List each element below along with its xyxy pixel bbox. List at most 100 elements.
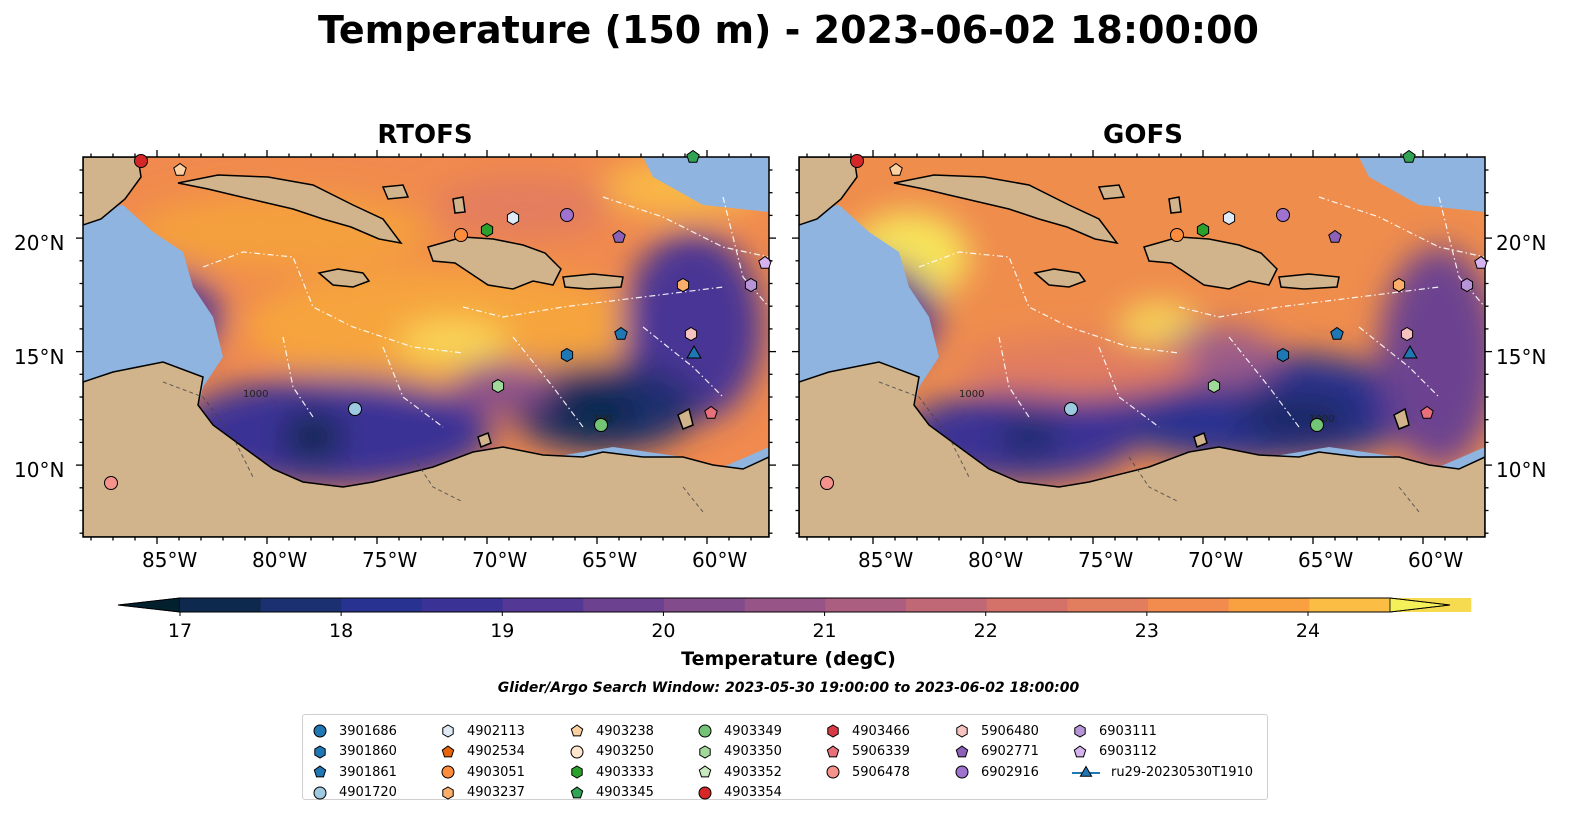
legend-item: 6903111 <box>1071 721 1253 742</box>
x-tick-gofs: 75°W <box>1078 548 1134 572</box>
map-panels: 1000 100 <box>76 149 1492 544</box>
x-tick-gofs: 65°W <box>1298 548 1354 572</box>
float-marker-4902113 <box>506 210 520 226</box>
legend-label: 4901720 <box>339 785 397 801</box>
legend-marker <box>955 745 969 758</box>
colorbar-tick-label: 20 <box>651 620 675 642</box>
legend-marker <box>314 745 326 759</box>
legend-label: ru29-20230530T1910 <box>1111 764 1254 780</box>
y-tick-right: 20°N <box>1496 231 1547 255</box>
colorbar-segment <box>744 598 826 612</box>
legend-marker-icon <box>1074 724 1086 738</box>
legend-item: 3901860 <box>311 742 397 763</box>
float-marker-6902771 <box>612 229 626 243</box>
colorbar-segment <box>260 598 342 612</box>
legend-column: 5906480 6902771 6902916 <box>953 721 1039 783</box>
legend-item: 4903466 <box>824 721 910 742</box>
float-marker-6903111 <box>1460 277 1474 293</box>
legend-label: 3901686 <box>339 723 397 739</box>
colorbar-segment <box>825 598 907 612</box>
legend-item: 4903349 <box>696 721 782 742</box>
float-marker-3901860 <box>1276 347 1290 363</box>
legend-marker-icon <box>827 724 839 738</box>
legend-label: 5906339 <box>852 744 910 760</box>
legend-marker <box>827 724 839 738</box>
colorbar-segment <box>502 598 584 612</box>
legend-item: 4902534 <box>439 742 525 763</box>
legend-label: 4903352 <box>724 764 782 780</box>
colorbar-segment <box>422 598 504 612</box>
float-marker-4903350 <box>1207 378 1221 394</box>
legend-item: 6903112 <box>1071 742 1253 763</box>
float-marker-4903333 <box>480 222 494 238</box>
legend-label: 5906478 <box>852 764 910 780</box>
float-marker-ru29-20230530T1910 <box>686 344 702 359</box>
legend-label: 6903112 <box>1099 744 1157 760</box>
float-marker-6902916 <box>1276 208 1290 222</box>
float-marker-4901720 <box>348 402 362 416</box>
legend-column: 4903238 4903250 4903333 4903345 <box>568 721 654 803</box>
legend-marker-icon <box>698 724 712 738</box>
legend-item: ru29-20230530T1910 <box>1071 762 1253 783</box>
colorbar-segment <box>583 598 665 612</box>
legend-marker <box>313 786 327 800</box>
legend-item: 5906339 <box>824 742 910 763</box>
legend-marker-icon <box>442 786 454 800</box>
legend-column: 3901686 3901860 3901861 4901720 <box>311 721 397 803</box>
x-tick-rtofs: 80°W <box>252 548 308 572</box>
legend-marker-icon <box>571 765 583 779</box>
legend-label: 4903238 <box>596 723 654 739</box>
colorbar-tick-label: 23 <box>1135 620 1159 642</box>
x-tick-gofs: 60°W <box>1408 548 1464 572</box>
axis-ticks <box>76 150 1492 544</box>
legend-marker <box>955 765 969 779</box>
legend-item: 4903352 <box>696 762 782 783</box>
legend-item: 3901861 <box>311 762 397 783</box>
map-panel-rtofs: 1000 100 <box>82 149 772 538</box>
legend-column: 6903111 6903112 ru29-20230530T1910 <box>1071 721 1253 783</box>
legend-marker <box>570 786 584 799</box>
colorbar-segment <box>341 598 423 612</box>
colorbar-segment <box>1228 598 1310 612</box>
legend-marker-icon <box>826 765 840 779</box>
x-tick-rtofs: 60°W <box>692 548 748 572</box>
legend-marker <box>698 724 712 738</box>
legend-marker <box>699 745 711 759</box>
colorbar-tick-label: 22 <box>974 620 998 642</box>
legend-marker <box>313 765 327 778</box>
legend-item: 4903237 <box>439 783 525 804</box>
legend-item: 4903250 <box>568 742 654 763</box>
colorbar-tick-label: 17 <box>168 620 192 642</box>
x-tick-rtofs: 70°W <box>472 548 528 572</box>
y-tick-left: 15°N <box>14 345 65 369</box>
legend-item: 4901720 <box>311 783 397 804</box>
x-tick-rtofs: 65°W <box>582 548 638 572</box>
float-marker-5906478 <box>820 476 834 490</box>
legend-marker-icon <box>955 745 969 758</box>
map-panel-gofs: 1000 1000 <box>798 149 1488 538</box>
legend-marker-icon <box>699 745 711 759</box>
legend-marker-icon <box>570 745 584 759</box>
legend-label: 4902113 <box>467 723 525 739</box>
colorbar-extend-low <box>117 597 181 613</box>
x-tick-gofs: 70°W <box>1188 548 1244 572</box>
x-tick-rtofs: 85°W <box>142 548 198 572</box>
y-tick-left: 10°N <box>14 458 65 482</box>
float-marker-ru29-20230530T1910 <box>1402 344 1418 359</box>
colorbar-tick-label: 18 <box>329 620 353 642</box>
y-tick-right: 10°N <box>1496 458 1547 482</box>
float-marker-5906480 <box>684 326 698 342</box>
legend-marker-icon <box>442 724 454 738</box>
search-window-caption: Glider/Argo Search Window: 2023-05-30 19… <box>497 680 1080 696</box>
legend-marker <box>698 765 712 778</box>
legend-label: 4903350 <box>724 744 782 760</box>
float-marker-5906478 <box>104 476 118 490</box>
legend-label: 4902534 <box>467 744 525 760</box>
float-marker-4903350 <box>491 378 505 394</box>
legend-label: 4903237 <box>467 785 525 801</box>
legend-label: 4903354 <box>724 785 782 801</box>
legend-marker <box>826 745 840 758</box>
legend-label: 6903111 <box>1099 723 1157 739</box>
panel-title-gofs: GOFS <box>1103 120 1183 150</box>
legend-item: 5906480 <box>953 721 1039 742</box>
